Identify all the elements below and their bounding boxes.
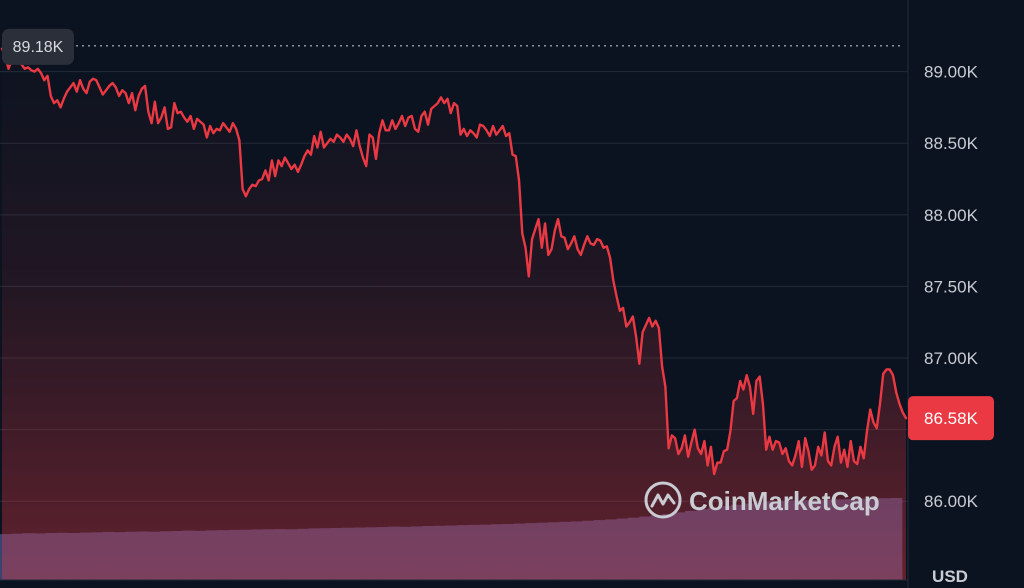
price-area-fill [2,48,906,580]
high-badge-label: 89.18K [13,39,64,56]
y-tick-label: 88.00K [924,206,979,225]
y-tick-label: 89.00K [924,63,979,82]
currency-label: USD [932,567,968,586]
watermark: CoinMarketCap [644,481,880,519]
current-price-label: 86.58K [924,409,979,428]
y-tick-label: 87.00K [924,349,979,368]
y-tick-label: 87.50K [924,277,979,296]
y-axis-ticks: 89.00K 88.50K 88.00K 87.50K 87.00K 86.00K [924,63,979,512]
high-badge-background [2,28,74,65]
current-price-badge: 86.58K [908,396,994,441]
coinmarketcap-logo-icon [644,481,682,519]
y-tick-label: 86.00K [924,492,979,511]
price-line[interactable] [0,47,908,476]
y-tick-label: 88.50K [924,134,979,153]
high-badge: 89.18K [2,28,74,65]
watermark-text: CoinMarketCap [689,486,880,516]
current-price-badge-background [908,396,994,441]
